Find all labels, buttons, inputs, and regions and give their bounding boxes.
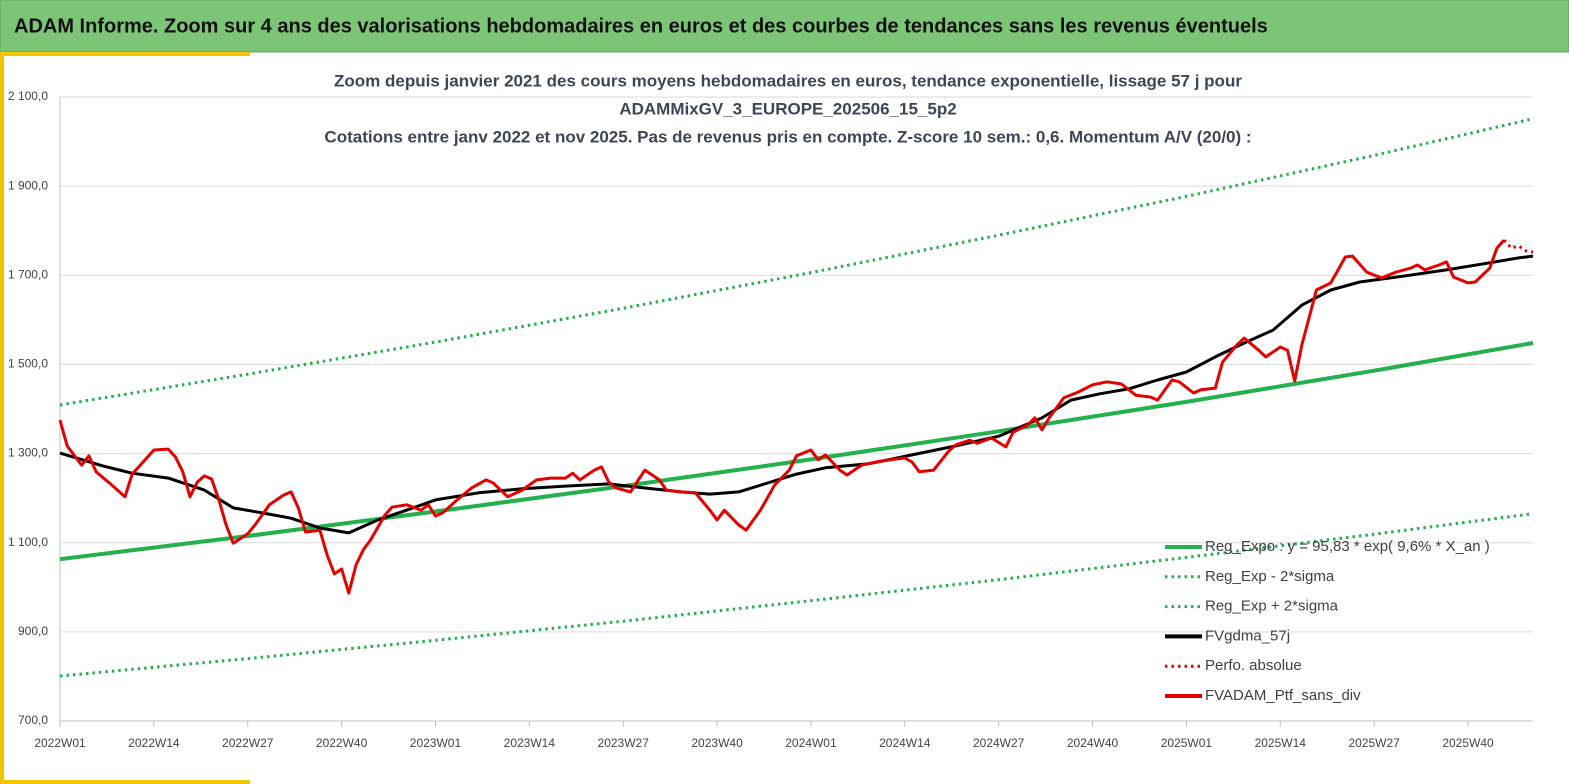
x-tick-label: 2022W01 bbox=[34, 736, 86, 750]
y-tick-label: 1 100,0 bbox=[8, 535, 48, 549]
legend-label: Perfo. absolue bbox=[1205, 657, 1302, 674]
y-tick-label: 1 700,0 bbox=[8, 267, 48, 281]
series-line bbox=[59, 254, 1534, 535]
x-tick-label: 2023W14 bbox=[504, 736, 556, 750]
chart-title: Cotations entre janv 2022 et nov 2025. P… bbox=[324, 127, 1251, 146]
x-tick-label: 2025W27 bbox=[1348, 736, 1400, 750]
x-tick-label: 2022W27 bbox=[222, 736, 274, 750]
header-title: ADAM Informe. Zoom sur 4 ans des valoris… bbox=[14, 15, 1268, 37]
y-tick-label: 700,0 bbox=[18, 713, 48, 727]
x-tick-label: 2022W14 bbox=[128, 736, 180, 750]
x-tick-label: 2025W14 bbox=[1255, 736, 1307, 750]
series-line bbox=[1502, 239, 1534, 254]
x-tick-label: 2024W27 bbox=[973, 736, 1025, 750]
series-line bbox=[59, 341, 1534, 562]
x-tick-label: 2023W01 bbox=[410, 736, 462, 750]
y-tick-label: 900,0 bbox=[18, 624, 48, 638]
legend-label: FVgdma_57j bbox=[1205, 627, 1290, 644]
header-band bbox=[0, 0, 1569, 53]
y-tick-label: 1 900,0 bbox=[8, 178, 48, 192]
x-tick-label: 2023W40 bbox=[691, 736, 743, 750]
accent bbox=[0, 780, 250, 784]
plot: 700,0 900,0 1 100,0 1 300,0 1 500,0 1 700,0 1 … bbox=[8, 89, 1534, 750]
chart-title: Zoom depuis janvier 2021 des cours moyen… bbox=[334, 71, 1242, 90]
x-tick-label: 2023W27 bbox=[598, 736, 650, 750]
y-tick-label: 2 100,0 bbox=[8, 89, 48, 103]
legend-label: Reg_Expo : y = 95,83 * exp( 9,6% * X_an … bbox=[1205, 538, 1490, 555]
x-tick-label: 2025W40 bbox=[1442, 736, 1494, 750]
x-tick-label: 2024W01 bbox=[785, 736, 837, 750]
y-tick-label: 1 300,0 bbox=[8, 446, 48, 460]
series-line bbox=[59, 117, 1534, 407]
legend-label: Reg_Exp + 2*sigma bbox=[1205, 598, 1339, 615]
series-line bbox=[59, 512, 1534, 678]
legend-label: FVADAM_Ptf_sans_div bbox=[1205, 687, 1361, 704]
x-tick-label: 2024W40 bbox=[1067, 736, 1119, 750]
accent bbox=[0, 52, 4, 784]
x-tick-label: 2025W01 bbox=[1161, 736, 1213, 750]
series-line bbox=[58, 239, 1506, 595]
x-tick-label: 2022W40 bbox=[316, 736, 368, 750]
accent bbox=[0, 52, 250, 56]
chart-title: ADAMMixGV_3_EUROPE_202506_15_5p2 bbox=[619, 99, 956, 118]
x-tick-label: 2024W14 bbox=[879, 736, 931, 750]
y-tick-label: 1 500,0 bbox=[8, 357, 48, 371]
legend-label: Reg_Exp - 2*sigma bbox=[1205, 568, 1335, 585]
